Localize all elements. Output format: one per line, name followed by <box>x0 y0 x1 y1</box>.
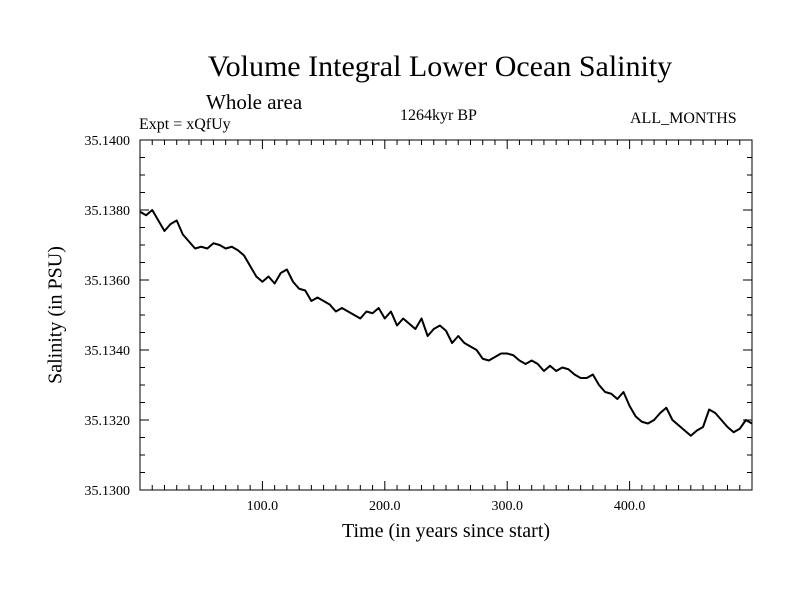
chart-title: Volume Integral Lower Ocean Salinity <box>207 50 673 83</box>
salinity-series-line <box>139 209 753 437</box>
experiment-label: Expt = xQfUy <box>139 116 231 133</box>
y-tick-label: 35.1400 <box>85 134 131 149</box>
tick-marks <box>140 140 752 490</box>
x-tick-label: 200.0 <box>369 499 401 514</box>
chart-subtitle: Whole area <box>206 90 303 114</box>
x-tick-label: 300.0 <box>491 499 523 514</box>
y-tick-label: 35.1380 <box>85 204 131 219</box>
y-axis-label: Salinity (in PSU) <box>44 246 67 384</box>
x-tick-label: 100.0 <box>247 499 279 514</box>
y-tick-label: 35.1360 <box>85 274 131 289</box>
y-tick-label: 35.1340 <box>85 344 131 359</box>
y-tick-label: 35.1300 <box>85 484 131 499</box>
period-label: 1264kyr BP <box>400 107 477 124</box>
tick-labels: 100.0 200.0 300.0 400.0 35.1300 35.1320 35.134… <box>85 134 646 514</box>
x-tick-label: 400.0 <box>614 499 646 514</box>
x-axis-label: Time (in years since start) <box>341 520 551 542</box>
months-label: ALL_MONTHS <box>630 110 737 127</box>
plot-frame <box>139 139 753 491</box>
y-tick-label: 35.1320 <box>85 414 131 429</box>
